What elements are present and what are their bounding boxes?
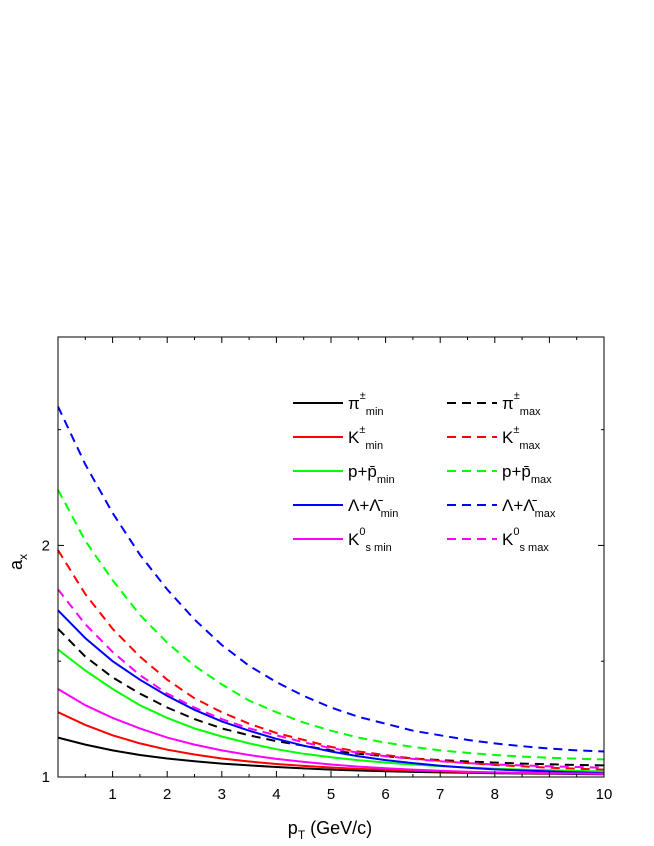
series-line-k-max xyxy=(57,549,605,771)
x-tick-label: 7 xyxy=(436,786,444,803)
series-line-pi-max xyxy=(57,628,605,767)
legend-label: p+p̄min xyxy=(348,462,395,486)
x-tick-label: 5 xyxy=(327,786,335,803)
x-axis-label: pT (GeV/c) xyxy=(288,818,372,842)
legend-label: K±max xyxy=(502,424,541,452)
y-tick-label: 2 xyxy=(42,537,50,554)
x-tick-label: 2 xyxy=(163,786,171,803)
legend: π±min K±min p+p̄min Λ+Λ̄min K0s min π±max K±ma… xyxy=(293,390,556,554)
series-line-pp-min xyxy=(57,648,605,773)
y-axis-label: ax xyxy=(6,554,30,570)
legend-label: K0s max xyxy=(502,526,549,554)
axes-group: 1 2 3 4 5 6 7 8 9 10 1 2 xyxy=(42,337,613,803)
series-line-series-min xyxy=(57,609,605,775)
legend-label: Λ+Λ̄max xyxy=(502,496,556,520)
curves-group xyxy=(57,406,605,776)
x-tick-label: 6 xyxy=(381,786,389,803)
x-tick-label: 10 xyxy=(596,786,613,803)
legend-label: p+p̄max xyxy=(502,462,552,486)
series-line-k-s-min xyxy=(57,688,605,775)
y-tick-label: 1 xyxy=(42,769,50,786)
x-tick-label: 4 xyxy=(272,786,280,803)
x-tick-label: 9 xyxy=(545,786,553,803)
legend-label: π±min xyxy=(348,390,384,418)
legend-label: Λ+Λ̄min xyxy=(348,496,398,520)
legend-label: K0s min xyxy=(348,526,392,554)
legend-label: K±min xyxy=(348,424,383,452)
x-tick-label: 8 xyxy=(491,786,499,803)
legend-label: π±max xyxy=(502,390,541,418)
x-tick-label: 3 xyxy=(218,786,226,803)
series-line-series-max xyxy=(57,406,605,753)
series-line-pp-max xyxy=(57,489,605,761)
x-tick-label: 1 xyxy=(108,786,116,803)
